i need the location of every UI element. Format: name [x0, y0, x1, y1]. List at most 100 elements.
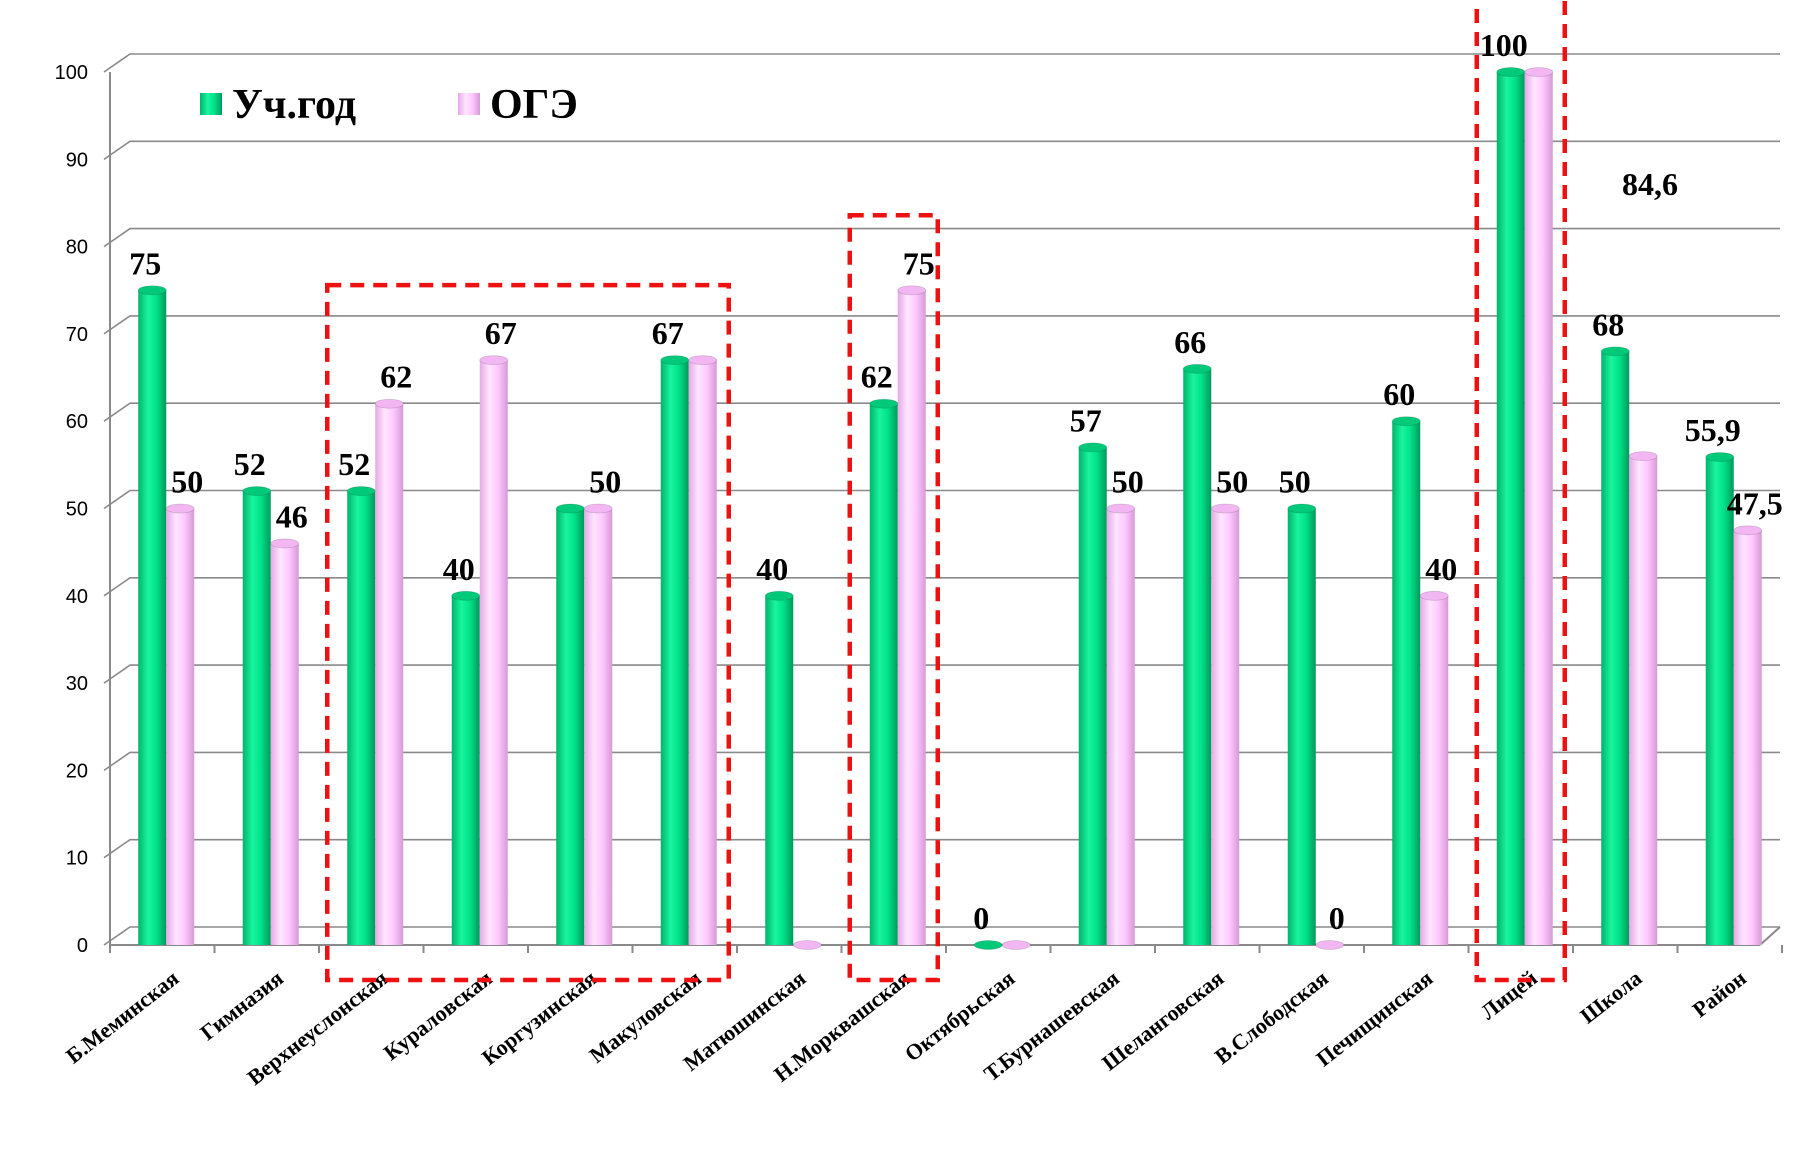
- bar-cap: [242, 486, 272, 496]
- y-tick-label: 90: [66, 149, 88, 171]
- bar-cap: [451, 590, 481, 601]
- bar-cap: [1733, 525, 1763, 536]
- x-tick-label: Лицей: [1476, 965, 1542, 1024]
- bar-uchgod: [1705, 456, 1734, 945]
- bar-cap: [346, 486, 376, 496]
- data-label: 66: [1174, 324, 1206, 360]
- bar-oge: [1524, 72, 1553, 945]
- data-label: 46: [276, 498, 308, 534]
- bar-oge: [897, 290, 926, 945]
- data-label: 40: [756, 551, 788, 587]
- bar-oge: [1733, 530, 1762, 945]
- gridline: [103, 140, 1780, 160]
- y-tick-label: 100: [55, 62, 88, 84]
- y-tick-label: 70: [66, 324, 88, 346]
- bar-cap: [479, 355, 509, 365]
- bar-oge: [1106, 508, 1135, 945]
- data-label: 100: [1480, 27, 1528, 63]
- gridline: [103, 315, 1780, 335]
- highlight-box: [325, 282, 731, 983]
- x-tick-label: Район: [1688, 965, 1752, 1022]
- bar-cap: [688, 355, 718, 365]
- x-axis-depth: [1759, 926, 1781, 946]
- bar-cap: [973, 940, 1003, 950]
- bar-cap: [1628, 451, 1658, 462]
- x-tick-label: Б.Меминская: [61, 965, 183, 1068]
- bar-cap: [660, 355, 690, 365]
- x-tick-label: Школа: [1575, 965, 1646, 1028]
- bar-oge: [270, 543, 299, 945]
- bar-cap: [1600, 346, 1630, 357]
- legend-swatch-uchgod: [200, 93, 222, 115]
- bar-uchgod: [660, 360, 689, 946]
- data-label: 0: [973, 900, 989, 936]
- data-label: 50: [1279, 464, 1311, 500]
- data-label: 67: [485, 315, 517, 351]
- bar-oge: [1629, 456, 1658, 945]
- bar-cap: [1106, 503, 1136, 514]
- legend: Уч.год ОГЭ: [200, 82, 578, 128]
- highlight-box: [1474, 0, 1567, 983]
- bar-uchgod: [1287, 508, 1316, 945]
- gridline: [103, 402, 1780, 422]
- bar-cap: [165, 503, 195, 514]
- bar-cap: [792, 940, 822, 950]
- bar-uchgod: [765, 595, 794, 945]
- bar-cap: [869, 398, 899, 409]
- bar-cap: [897, 285, 927, 296]
- data-label: 47,5: [1727, 485, 1783, 521]
- bar-cap: [555, 503, 585, 514]
- x-axis-labels: Б.Меминская ГимназияВерхнеуслонскаяКуралo…: [61, 965, 1751, 1090]
- bar-uchgod: [242, 491, 271, 945]
- bar-oge: [584, 508, 613, 945]
- data-labels: 75 50 52 46 52 62 40 67 50 67 40 62 75 0 57 50 66 50 50 0 60…: [129, 27, 1783, 936]
- bar-cap: [1705, 452, 1735, 462]
- data-label: 62: [861, 359, 893, 395]
- bar-uchgod: [1078, 447, 1107, 945]
- y-tick-label: 80: [66, 237, 88, 259]
- y-tick-label: 50: [66, 499, 88, 521]
- legend-swatch-oge: [458, 93, 480, 115]
- y-tick-label: 0: [77, 935, 88, 957]
- bar-oge: [1420, 595, 1449, 945]
- bar-cap: [1419, 590, 1449, 601]
- data-label: 75: [903, 245, 935, 281]
- data-label: 68: [1592, 306, 1624, 342]
- x-tick-label: Печищинская: [1311, 965, 1437, 1071]
- bar-uchgod: [556, 508, 585, 945]
- bar-cap: [1315, 940, 1345, 950]
- bar-uchgod: [1392, 421, 1421, 945]
- bars: [137, 67, 1763, 950]
- bar-uchgod: [138, 290, 167, 945]
- bar-oge: [1211, 508, 1240, 945]
- data-label: 50: [171, 464, 203, 500]
- bar-oge: [479, 360, 508, 946]
- bar-uchgod: [1183, 368, 1212, 945]
- data-label: 50: [589, 464, 621, 500]
- data-label: 52: [234, 446, 266, 482]
- data-label: 40: [443, 551, 475, 587]
- data-label: 75: [129, 245, 161, 281]
- gridline: [103, 227, 1780, 248]
- highlight-boxes: [325, 0, 1567, 983]
- data-label: 0: [1329, 900, 1345, 936]
- bar-oge: [375, 403, 404, 945]
- gridline: [103, 489, 1780, 510]
- bar-uchgod: [869, 403, 898, 945]
- y-tick-label: 30: [66, 673, 88, 695]
- y-tick-label: 40: [66, 586, 88, 608]
- data-label: 60: [1383, 376, 1415, 412]
- data-label: 50: [1112, 464, 1144, 500]
- bar-cap: [764, 590, 794, 601]
- data-label: 40: [1425, 551, 1457, 587]
- bar-cap: [137, 285, 167, 296]
- data-label: 62: [380, 359, 412, 395]
- bar-cap: [1287, 503, 1317, 514]
- y-axis: 0 10 20 30 40 50 60 70 80 90 100: [55, 62, 1783, 957]
- bar-cap: [1210, 503, 1240, 514]
- bar-cap: [1001, 940, 1031, 950]
- bar-uchgod: [1496, 72, 1525, 945]
- legend-label-oge: ОГЭ: [490, 82, 578, 128]
- data-label: 50: [1216, 464, 1248, 500]
